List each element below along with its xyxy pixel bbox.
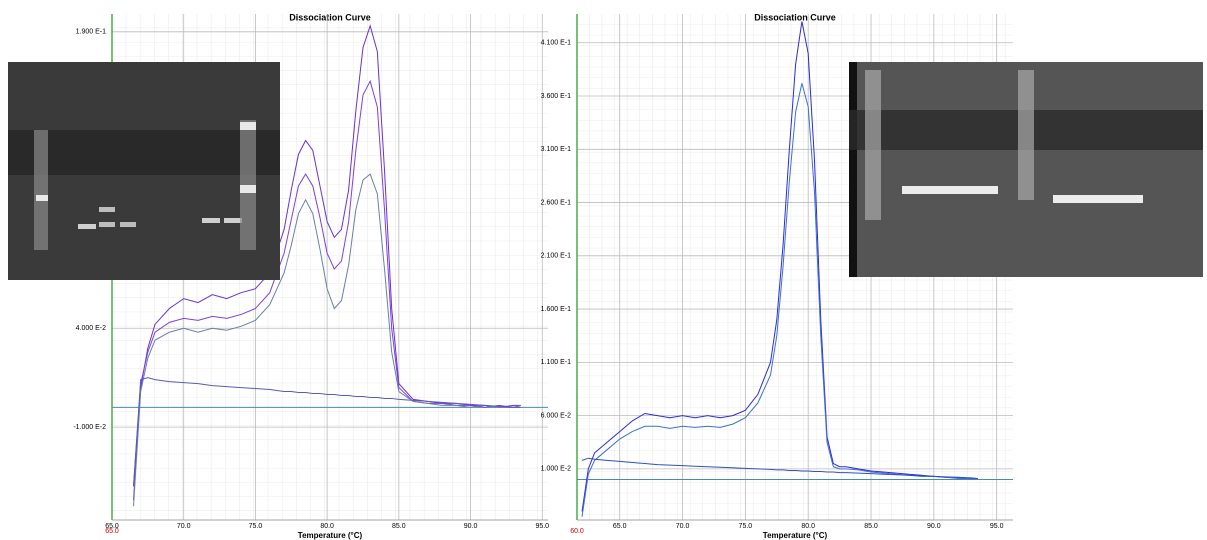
- x-tick-label: 70.0: [177, 523, 191, 530]
- x-tick-label: 85.0: [864, 523, 878, 530]
- x-start-label: 65.0: [105, 528, 119, 535]
- curve: [133, 377, 521, 487]
- curve: [133, 173, 521, 507]
- chart-title: Dissociation Curve: [289, 12, 371, 22]
- x-tick-label: 85.0: [392, 523, 406, 530]
- x-tick-label: 90.0: [464, 523, 478, 530]
- y-tick-label: 4.000 E-2: [76, 325, 106, 332]
- x-tick-label: 95.0: [990, 523, 1004, 530]
- gel-right: [849, 62, 1203, 277]
- y-tick-label: 3.100 E-1: [541, 146, 571, 153]
- x-tick-label: 65.0: [613, 523, 627, 530]
- curve: [581, 21, 978, 512]
- x-start-label: 60.0: [570, 528, 584, 535]
- x-tick-label: 75.0: [249, 523, 263, 530]
- y-tick-label: 1.100 E-1: [541, 359, 571, 366]
- x-tick-label: 65.0: [105, 523, 119, 530]
- y-tick-label: 3.600 E-1: [541, 93, 571, 100]
- chart-title: Dissociation Curve: [754, 12, 836, 22]
- x-axis-label: Temperature (°C): [298, 531, 363, 540]
- x-tick-label: 95.0: [535, 523, 549, 530]
- y-tick-label: 1.000 E-2: [541, 466, 571, 473]
- x-tick-label: 90.0: [927, 523, 941, 530]
- x-tick-label: 75.0: [739, 523, 753, 530]
- y-tick-label: 1.600 E-1: [541, 306, 571, 313]
- x-axis-label: Temperature (°C): [763, 531, 828, 540]
- y-tick-label: 1.900 E-1: [76, 29, 106, 36]
- y-tick-label: -1.000 E-2: [73, 424, 106, 431]
- x-tick-label: 70.0: [676, 523, 690, 530]
- y-tick-label: 2.600 E-1: [541, 199, 571, 206]
- x-tick-label: 80.0: [801, 523, 815, 530]
- curve: [133, 79, 521, 487]
- gel-left: [8, 62, 280, 280]
- y-tick-label: 4.100 E-1: [541, 40, 571, 47]
- x-tick-label: 80.0: [320, 523, 334, 530]
- curve: [581, 457, 978, 479]
- y-tick-label: 6.000 E-2: [541, 412, 571, 419]
- y-tick-label: 2.100 E-1: [541, 253, 571, 260]
